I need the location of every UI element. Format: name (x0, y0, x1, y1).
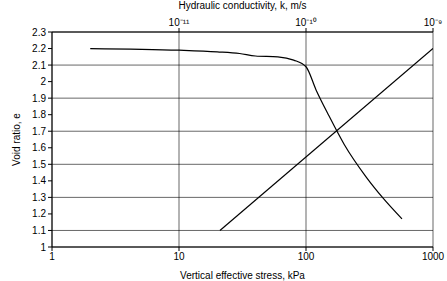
svg-text:1: 1 (40, 242, 46, 253)
svg-text:1.2: 1.2 (32, 208, 46, 219)
svg-text:Void ratio, e: Void ratio, e (11, 113, 22, 166)
svg-text:2.1: 2.1 (32, 60, 46, 71)
svg-text:1.3: 1.3 (32, 192, 46, 203)
svg-text:1: 1 (49, 251, 55, 262)
svg-text:1.8: 1.8 (32, 109, 46, 120)
svg-text:Vertical effective stress, kPa: Vertical effective stress, kPa (180, 270, 305, 281)
svg-text:Hydraulic conductivity, k, m/s: Hydraulic conductivity, k, m/s (178, 0, 306, 11)
svg-text:1.7: 1.7 (32, 126, 46, 137)
svg-text:2: 2 (40, 76, 46, 87)
svg-text:1.1: 1.1 (32, 225, 46, 236)
svg-text:1.6: 1.6 (32, 142, 46, 153)
svg-text:2.2: 2.2 (32, 43, 46, 54)
svg-text:10: 10 (173, 251, 185, 262)
svg-text:10⁻¹¹: 10⁻¹¹ (169, 17, 190, 28)
svg-text:1.5: 1.5 (32, 159, 46, 170)
svg-text:1.4: 1.4 (32, 175, 46, 186)
svg-text:1.9: 1.9 (32, 93, 46, 104)
svg-text:100: 100 (298, 251, 315, 262)
svg-text:10⁻¹⁰: 10⁻¹⁰ (295, 17, 316, 28)
svg-text:1000: 1000 (422, 251, 439, 262)
svg-text:10⁻⁹: 10⁻⁹ (424, 17, 439, 28)
svg-text:2.3: 2.3 (32, 27, 46, 38)
